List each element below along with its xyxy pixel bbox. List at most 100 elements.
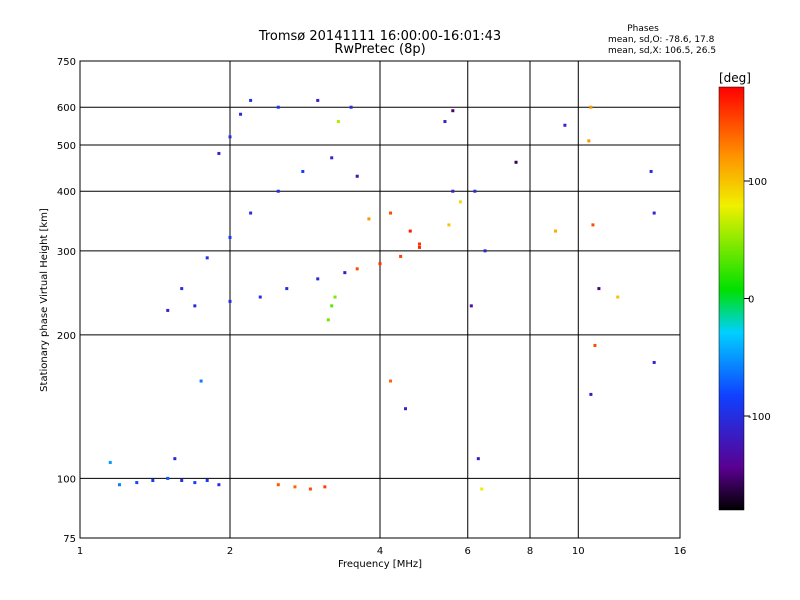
data-point [249,211,253,215]
x-tick-label: 1 [77,546,83,557]
colorbar-label: [deg] [719,71,751,85]
data-point [151,478,155,482]
colorbar-tick-label: 100 [748,177,767,188]
data-point [285,287,289,291]
data-point [330,304,334,308]
data-point [417,245,421,249]
data-point [367,217,371,221]
data-point [473,189,477,193]
y-tick-label: 750 [57,57,76,68]
grid-lines [80,61,680,538]
data-point [483,249,487,253]
data-point [451,109,455,113]
data-points [108,98,656,491]
data-point [587,139,591,143]
x-axis: 1 2 4 6 8 10 16 [77,546,687,557]
data-point [249,98,253,102]
data-point [417,242,421,246]
data-point [180,287,184,291]
data-point [343,271,347,275]
data-point [589,105,593,109]
data-point [514,160,518,164]
phases-heading: Phases [627,24,659,34]
data-point [316,277,320,281]
data-point [117,483,121,487]
data-point [616,295,620,299]
y-tick-label: 75 [63,534,76,545]
x-tick-label: 8 [527,546,533,557]
data-point [276,105,280,109]
data-point [553,229,557,233]
data-point [228,235,232,239]
data-point [308,487,312,491]
x-axis-label: Frequency [MHz] [338,559,422,570]
data-point [355,267,359,271]
colorbar-ticks: 100 0 -100 [744,177,771,423]
data-point [443,120,447,124]
y-axis-label: Stationary phase Virtual Height [km] [39,208,50,392]
x-tick-label: 4 [377,546,383,557]
data-point [349,105,353,109]
data-point [652,360,656,364]
data-point [469,304,473,308]
data-point [199,379,203,383]
data-point [649,169,653,173]
x-tick-label: 16 [674,546,687,557]
y-tick-label: 600 [57,103,76,114]
data-point [563,123,567,127]
y-axis: 75 100 200 300 400 500 600 750 [57,57,76,545]
data-point [591,223,595,227]
data-point [301,169,305,173]
phases-line-o: mean, sd,O: -78.6, 17.8 [608,35,715,45]
data-point [180,478,184,482]
data-point [333,295,337,299]
data-point [316,98,320,102]
data-point [166,476,170,480]
x-tick-label: 2 [227,546,233,557]
data-point [276,483,280,487]
data-point [217,483,221,487]
phases-line-x: mean, sd,X: 106.5, 26.5 [608,46,716,56]
data-point [193,304,197,308]
colorbar-tick-label: -100 [748,412,771,423]
data-point [597,287,601,291]
data-point [326,318,330,322]
colorbar-tick-label: 0 [748,295,754,306]
chart-title: Tromsø 20141111 16:00:00-16:01:43 [258,29,501,44]
y-tick-label: 100 [57,474,76,485]
data-point [593,343,597,347]
y-tick-label: 200 [57,331,76,342]
data-point [480,487,484,491]
y-tick-label: 500 [57,141,76,152]
data-point [173,457,177,461]
chart-subtitle: RwPretec (8p) [334,42,425,57]
data-point [403,407,407,411]
y-tick-label: 300 [57,247,76,258]
data-point [458,200,462,204]
data-point [108,460,112,464]
data-point [399,254,403,258]
data-point [258,295,262,299]
data-point [193,481,197,485]
data-point [293,485,297,489]
y-tick-label: 400 [57,187,76,198]
data-point [166,308,170,312]
data-point [652,211,656,215]
data-point [378,262,382,266]
data-point [336,120,340,124]
data-point [323,485,327,489]
data-point [205,256,209,260]
data-point [355,174,359,178]
data-point [447,223,451,227]
data-point [135,481,139,485]
data-point [389,379,393,383]
data-point [389,211,393,215]
data-point [408,229,412,233]
data-point [276,189,280,193]
data-point [476,457,480,461]
x-tick-label: 6 [465,546,471,557]
data-point [228,299,232,303]
data-point [205,478,209,482]
colorbar [718,86,745,511]
